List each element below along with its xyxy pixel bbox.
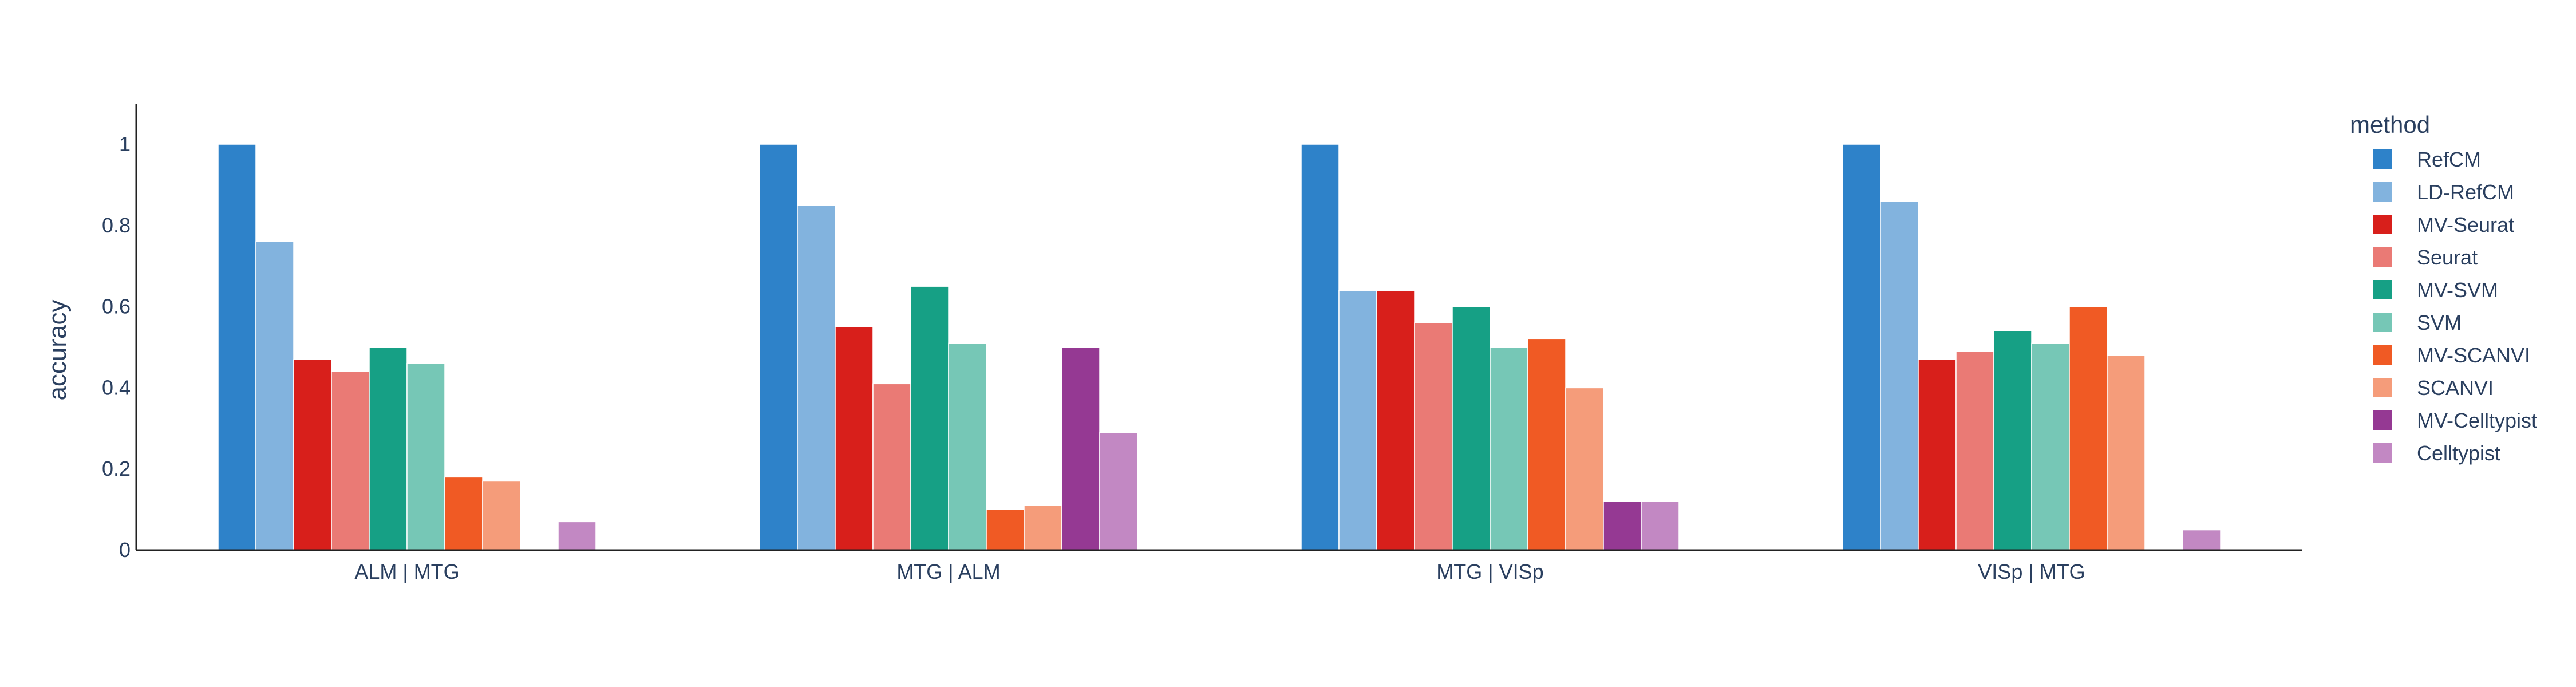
bar-mv-seurat-0 xyxy=(293,359,332,551)
legend-label[interactable]: Celltypist xyxy=(2417,441,2500,465)
y-tick-labels: 0 0.2 0.4 0.6 0.8 1 xyxy=(102,132,131,562)
legend-label[interactable]: SCANVI xyxy=(2417,376,2494,400)
bar-mv-celltypist-1 xyxy=(1061,346,1100,551)
legend-swatch[interactable] xyxy=(2373,443,2392,463)
legend-swatch[interactable] xyxy=(2373,345,2392,365)
bar-celltypist-3 xyxy=(2182,529,2221,551)
x-tick-labels: ALM | MTG MTG | ALM MTG | VISp VISp | MTG xyxy=(354,560,2085,583)
legend-label[interactable]: MV-Celltypist xyxy=(2417,409,2537,432)
bar-scanvi-0 xyxy=(482,480,521,551)
bar-refcm-3 xyxy=(1842,144,1881,551)
bar-refcm-2 xyxy=(1301,144,1340,551)
legend-swatch[interactable] xyxy=(2373,247,2392,267)
y-tick-label: 0.6 xyxy=(102,295,131,318)
bar-svm-1 xyxy=(948,342,987,551)
bar-celltypist-0 xyxy=(558,521,596,551)
y-tick-label: 0.8 xyxy=(102,214,131,237)
bar-mv-celltypist-2 xyxy=(1603,501,1642,551)
bar-mv-seurat-3 xyxy=(1918,359,1957,551)
bar-mv-seurat-1 xyxy=(835,326,874,551)
bar-mv-scanvi-1 xyxy=(986,509,1025,551)
x-tick-label: MTG | ALM xyxy=(896,560,1000,583)
bar-seurat-0 xyxy=(331,371,370,551)
bar-mv-scanvi-2 xyxy=(1527,338,1566,551)
bar-refcm-1 xyxy=(759,144,798,551)
bar-svm-3 xyxy=(2031,342,2070,551)
legend-label[interactable]: Seurat xyxy=(2417,246,2478,269)
bar-mv-svm-3 xyxy=(1993,330,2032,551)
legend-label[interactable]: SVM xyxy=(2417,311,2462,334)
bar-mv-svm-0 xyxy=(369,346,408,551)
bar-svm-2 xyxy=(1490,346,1528,551)
legend: method RefCM LD-RefCM MV-Seurat Seurat MV-SV… xyxy=(2350,111,2537,465)
axes-layer xyxy=(135,104,2302,551)
legend-label[interactable]: LD-RefCM xyxy=(2417,180,2514,204)
bar-ld-refcm-1 xyxy=(797,204,836,551)
y-tick-label: 0.4 xyxy=(102,376,131,399)
legend-swatch[interactable] xyxy=(2373,410,2392,430)
bar-mv-seurat-2 xyxy=(1376,290,1415,551)
legend-title: method xyxy=(2350,111,2430,138)
bar-refcm-0 xyxy=(218,144,256,551)
bars-layer xyxy=(218,144,2221,551)
y-tick-label: 0 xyxy=(119,538,131,562)
bar-ld-refcm-2 xyxy=(1338,290,1377,551)
bar-svm-0 xyxy=(406,363,445,551)
bar-mv-scanvi-0 xyxy=(444,476,483,551)
legend-swatch[interactable] xyxy=(2373,313,2392,332)
bar-scanvi-3 xyxy=(2107,354,2146,551)
legend-swatch[interactable] xyxy=(2373,280,2392,299)
y-axis-title: accuracy xyxy=(44,299,72,400)
x-tick-label: ALM | MTG xyxy=(354,560,459,583)
bar-celltypist-2 xyxy=(1641,501,1680,551)
bar-ld-refcm-0 xyxy=(255,241,294,551)
y-tick-label: 0.2 xyxy=(102,457,131,480)
x-tick-label: MTG | VISp xyxy=(1436,560,1543,583)
legend-label[interactable]: RefCM xyxy=(2417,148,2481,171)
bar-seurat-3 xyxy=(1955,350,1994,551)
bar-seurat-2 xyxy=(1414,322,1453,551)
legend-swatch[interactable] xyxy=(2373,149,2392,169)
legend-label[interactable]: MV-SCANVI xyxy=(2417,344,2530,367)
bar-mv-scanvi-3 xyxy=(2069,306,2108,551)
legend-swatch[interactable] xyxy=(2373,182,2392,202)
bar-seurat-1 xyxy=(872,383,911,551)
bar-mv-svm-2 xyxy=(1452,306,1491,551)
x-tick-label: VISp | MTG xyxy=(1978,560,2085,583)
legend-swatch[interactable] xyxy=(2373,215,2392,234)
bar-scanvi-1 xyxy=(1024,505,1062,551)
y-tick-label: 1 xyxy=(119,132,131,156)
legend-swatch[interactable] xyxy=(2373,378,2392,397)
bar-mv-svm-1 xyxy=(910,286,949,551)
legend-label[interactable]: MV-Seurat xyxy=(2417,213,2514,236)
bar-celltypist-1 xyxy=(1099,432,1138,551)
bar-ld-refcm-3 xyxy=(1880,200,1919,551)
legend-label[interactable]: MV-SVM xyxy=(2417,278,2498,302)
bar-scanvi-2 xyxy=(1565,387,1604,551)
